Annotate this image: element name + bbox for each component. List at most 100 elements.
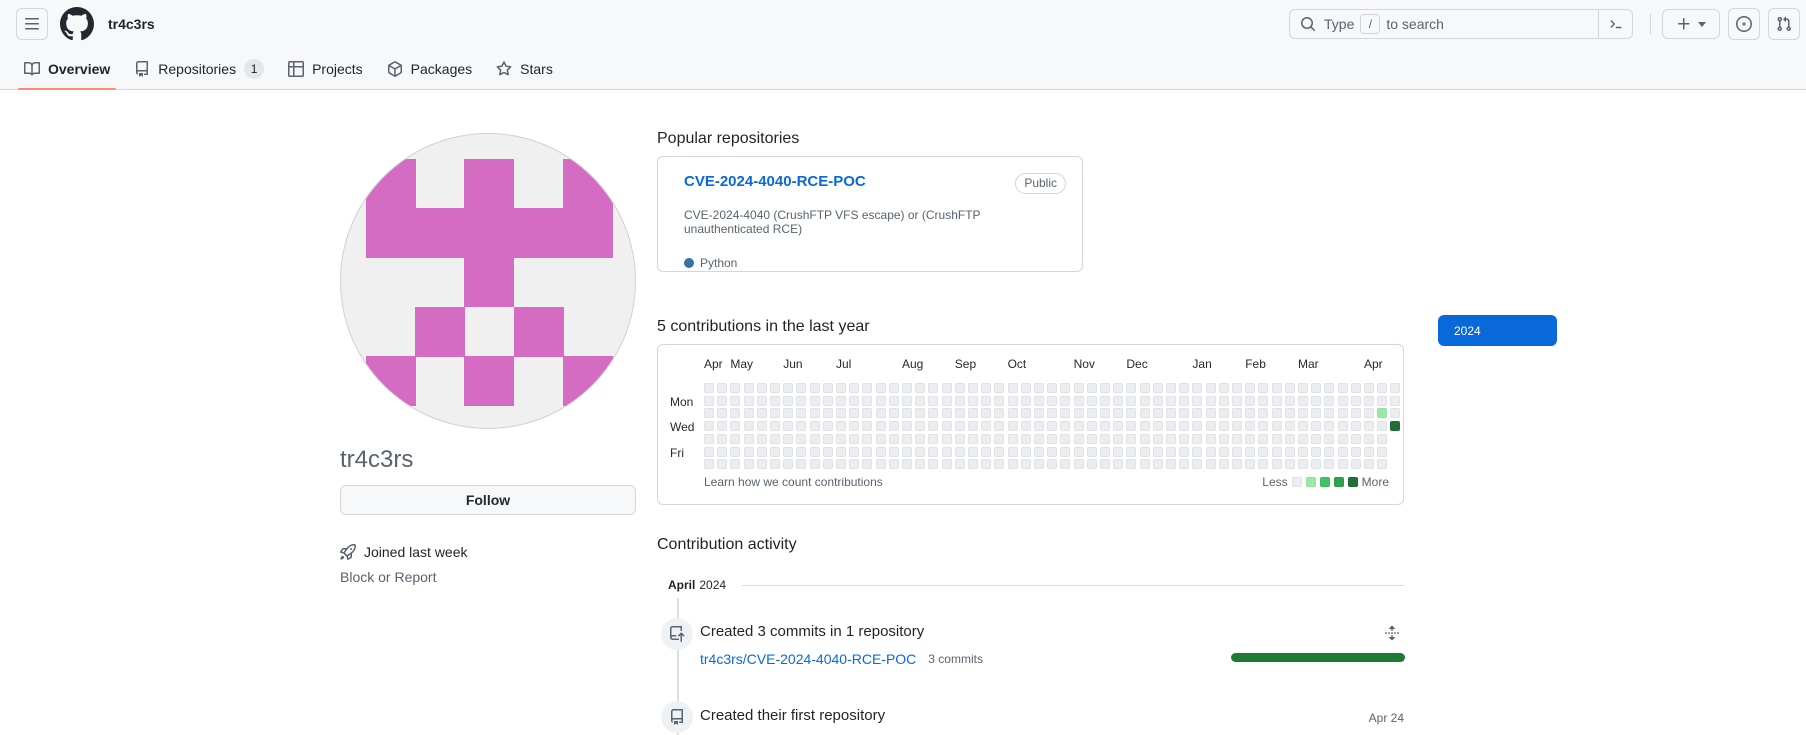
contribution-cell [1113,421,1124,432]
contribution-cell [1166,433,1176,444]
contribution-cell [994,421,1005,432]
contribution-cell [1060,446,1071,457]
tab-overview[interactable]: Overview [12,48,122,90]
contribution-cell [1020,433,1031,444]
search-input[interactable]: Type / to search [1289,9,1633,39]
contribution-cell [1047,383,1058,393]
create-new-button[interactable] [1662,9,1720,39]
unfold-activity-button[interactable] [1382,623,1402,643]
legend-cells [1291,477,1358,487]
pull-requests-button[interactable] [1768,8,1800,40]
follow-button[interactable]: Follow [340,485,636,515]
contribution-cell [1139,383,1150,393]
contribution-cell [1218,459,1229,470]
contribution-cell [1192,433,1203,444]
contribution-cell [1113,446,1124,457]
issues-button[interactable] [1728,8,1760,40]
contribution-cell [704,459,714,470]
contribution-cell [981,433,992,444]
contribution-cell [743,408,754,419]
contribution-cell [770,408,780,419]
block-or-report-link[interactable]: Block or Report [340,569,437,585]
contribution-cell [809,383,820,393]
contribution-cell [1126,408,1137,419]
commit-repo-link[interactable]: tr4c3rs/CVE-2024-4040-RCE-POC [700,651,917,667]
contribution-cell [1166,446,1176,457]
github-logo[interactable] [59,7,94,41]
identicon-block [464,158,515,209]
contribution-activity-title: Contribution activity [657,536,797,553]
tab-repositories[interactable]: Repositories 1 [122,48,276,89]
contribution-cell [1086,446,1097,457]
learn-contributions-link[interactable]: Learn how we count contributions [704,475,883,489]
avatar[interactable] [340,133,636,429]
contribution-cell [1324,395,1335,406]
contribution-cell [1271,408,1282,419]
tab-projects[interactable]: Projects [276,48,375,89]
contribution-grid[interactable] [704,383,1401,473]
contribution-cell [1113,395,1124,406]
contribution-cell [1364,395,1374,406]
terminal-icon [1609,20,1622,29]
contribution-cell [1086,459,1097,470]
contribution-cell [1126,459,1137,470]
contribution-cell [1364,433,1374,444]
contribution-cell [1218,446,1229,457]
contribution-cell [1020,459,1031,470]
contribution-cell [1350,395,1361,406]
contribution-cell [888,433,899,444]
commit-count-label: 3 commits [928,652,983,666]
repo-name-link[interactable]: CVE-2024-4040-RCE-POC [684,173,866,190]
contribution-cell [1258,383,1269,393]
contribution-cell [875,383,886,393]
first-repo-item-title: Created their first repository [700,707,886,724]
contribution-cell [928,408,939,419]
tab-stars[interactable]: Stars [484,48,565,89]
commits-item-title: Created 3 commits in 1 repository [700,623,925,640]
contribution-cell [981,459,992,470]
contribution-cell [1350,421,1361,432]
contribution-cell [1324,408,1335,419]
contribution-cell [1298,459,1308,470]
contribution-cell [1218,395,1229,406]
contribution-cell [730,446,741,457]
month-label: Nov [1073,357,1095,371]
contribution-cell [849,421,860,432]
contribution-cell [1324,383,1335,393]
month-label: Aug [902,357,924,371]
contribution-cell [836,459,846,470]
github-mark-icon [59,7,94,41]
contribution-cell [1166,421,1176,432]
contribution-cell [730,459,741,470]
tab-packages[interactable]: Packages [375,48,484,89]
contribution-cell [1271,383,1282,393]
contribution-cell [981,446,992,457]
contribution-cell [1086,383,1097,393]
contribution-cell [756,408,767,419]
contribution-cell [1205,446,1216,457]
year-2024-button[interactable]: 2024 [1438,315,1557,346]
contribution-cell [822,383,833,393]
contribution-cell [717,433,728,444]
command-palette-button[interactable] [1598,10,1632,38]
contribution-cell [770,433,780,444]
table-icon [288,60,305,77]
hamburger-menu-button[interactable] [16,8,48,40]
contribution-cell [836,446,846,457]
app-header: tr4c3rs Type / to search [0,0,1806,48]
contribution-cell [1258,421,1269,432]
legend-cell [1291,477,1302,487]
contribution-cell [875,395,886,406]
contribution-cell [1324,421,1335,432]
contribution-graph-card: Apr May Jun Jul Aug Sep Oct Nov Dec Jan Feb Mar Apr … [657,344,1404,505]
contribution-cell [822,433,833,444]
chevron-down-icon [1698,21,1706,27]
identicon-block [513,207,564,258]
contribution-cell [1020,408,1031,419]
contribution-cell [1192,383,1203,393]
contribution-cell [1337,395,1348,406]
contribution-cell [1390,408,1401,419]
contribution-cell [862,408,873,419]
header-context-title: tr4c3rs [108,16,155,32]
